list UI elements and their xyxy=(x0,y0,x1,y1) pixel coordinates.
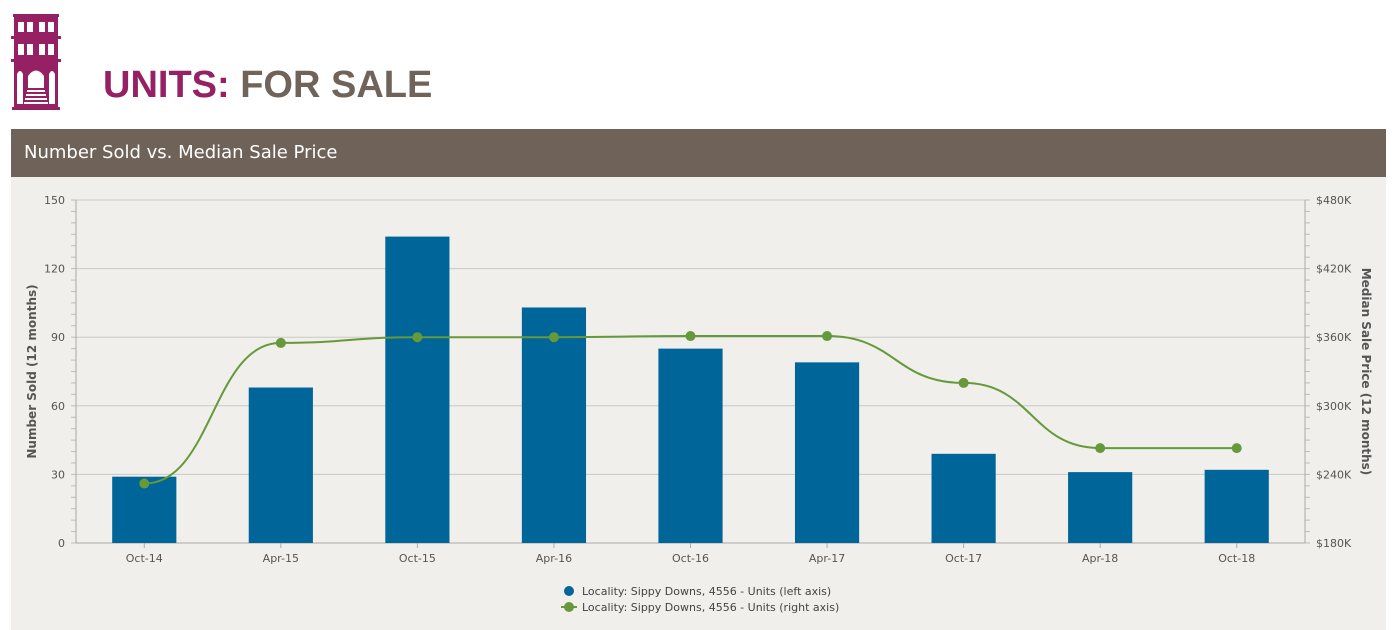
chart-svg: 0 30 60 90 120 150 $180K $240K $300K $360K $420K $4… xyxy=(25,194,1373,614)
page-title-strong: UNITS: xyxy=(103,64,230,106)
chart-title: Number Sold vs. Median Sale Price xyxy=(11,129,1386,177)
x-tick-label-6: Oct-17 xyxy=(945,552,982,565)
right-tick-label-2: $300K xyxy=(1316,400,1352,413)
price-point-Oct-15 xyxy=(412,332,423,343)
price-point-Oct-16 xyxy=(685,331,696,342)
right-tick-label-3: $360K xyxy=(1316,331,1352,344)
bar-Oct-17 xyxy=(931,453,996,543)
price-point-Oct-17 xyxy=(958,377,969,388)
price-point-Apr-18 xyxy=(1095,443,1106,454)
right-axis-title: Median Sale Price (12 months) xyxy=(1359,268,1373,476)
bar-Apr-15 xyxy=(248,387,313,543)
price-point-Oct-14 xyxy=(139,478,150,489)
right-tick-label-1: $240K xyxy=(1316,468,1352,481)
price-point-Apr-16 xyxy=(548,332,559,343)
bar-Oct-15 xyxy=(385,236,450,543)
building-logo-icon xyxy=(11,14,61,110)
legend-line-marker xyxy=(564,602,574,612)
x-tick-label-1: Apr-15 xyxy=(263,552,299,565)
bar-Apr-18 xyxy=(1068,472,1133,543)
left-tick-label-5: 150 xyxy=(44,194,65,207)
x-tick-label-0: Oct-14 xyxy=(126,552,163,565)
right-tick-label-5: $480K xyxy=(1316,194,1352,207)
legend-bar-marker xyxy=(564,586,574,596)
bar-Oct-18 xyxy=(1204,469,1269,543)
left-tick-label-0: 0 xyxy=(58,537,65,550)
x-tick-label-4: Oct-16 xyxy=(672,552,709,565)
legend-bar-label: Locality: Sippy Downs, 4556 - Units (lef… xyxy=(582,585,831,598)
page-title-rest: FOR SALE xyxy=(240,64,433,106)
page-title: UNITS: FOR SALE xyxy=(103,64,432,107)
left-tick-label-3: 90 xyxy=(51,331,65,344)
x-tick-label-8: Oct-18 xyxy=(1218,552,1255,565)
price-point-Apr-17 xyxy=(822,331,833,342)
x-tick-label-7: Apr-18 xyxy=(1082,552,1118,565)
bar-Apr-16 xyxy=(521,307,587,543)
left-tick-label-1: 30 xyxy=(51,468,65,481)
legend-line-label: Locality: Sippy Downs, 4556 - Units (rig… xyxy=(582,601,839,614)
bar-Oct-16 xyxy=(658,348,723,543)
left-tick-label-2: 60 xyxy=(51,400,65,413)
x-tick-label-3: Apr-16 xyxy=(536,552,572,565)
x-tick-label-5: Apr-17 xyxy=(809,552,845,565)
x-tick-label-2: Oct-15 xyxy=(399,552,436,565)
chart-panel: Number Sold vs. Median Sale Price 0 30 60 9… xyxy=(11,129,1386,630)
left-tick-label-4: 120 xyxy=(44,263,65,276)
bar-Apr-17 xyxy=(794,362,860,543)
right-tick-label-0: $180K xyxy=(1316,537,1352,550)
price-point-Oct-18 xyxy=(1231,443,1242,454)
price-point-Apr-15 xyxy=(275,337,286,348)
right-tick-label-4: $420K xyxy=(1316,263,1352,276)
left-axis-title: Number Sold (12 months) xyxy=(25,284,39,458)
